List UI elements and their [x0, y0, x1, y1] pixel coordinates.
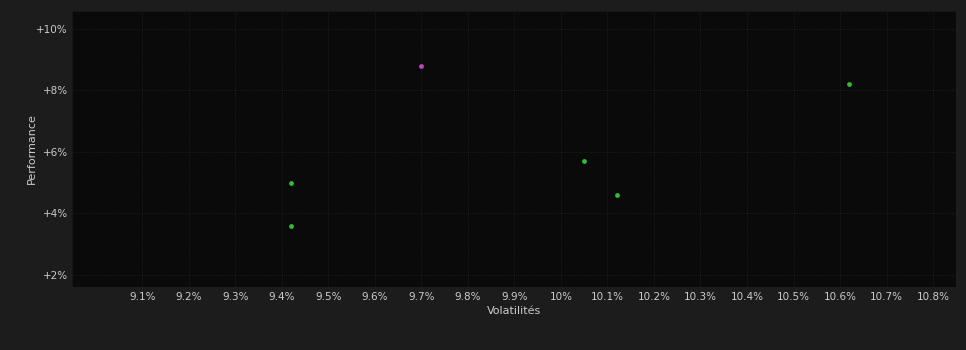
Point — [283, 223, 298, 228]
Point — [413, 63, 429, 69]
Point — [577, 158, 592, 164]
Point — [283, 180, 298, 186]
Y-axis label: Performance: Performance — [27, 113, 37, 184]
Point — [609, 192, 624, 198]
Point — [841, 82, 857, 87]
X-axis label: Volatilités: Volatilités — [487, 306, 542, 316]
